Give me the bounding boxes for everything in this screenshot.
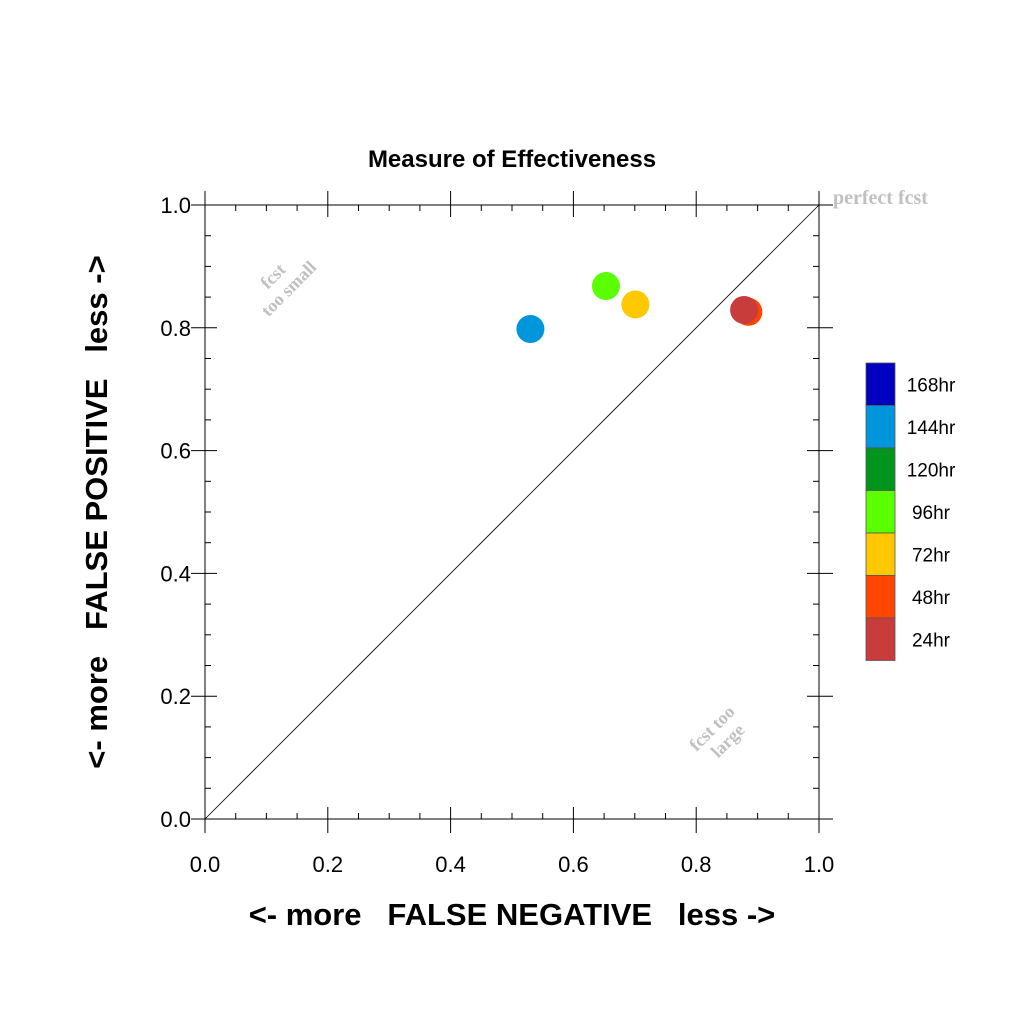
- legend-label-96hr: 96hr: [912, 503, 951, 524]
- y-tick-label: 0.6: [160, 439, 191, 464]
- legend-swatch-96hr: [865, 490, 896, 534]
- legend-label-120hr: 120hr: [907, 460, 956, 481]
- data-point-24hr: [730, 295, 759, 324]
- legend: 168hr 144hr 120hr 96hr 72hr 48hr 24hr: [865, 362, 956, 661]
- x-axis-label: <- more FALSE NEGATIVE less ->: [249, 897, 776, 932]
- legend-swatch-24hr: [865, 617, 896, 661]
- legend-label-48hr: 48hr: [912, 588, 951, 609]
- y-tick-label: 1.0: [160, 193, 191, 218]
- legend-label-72hr: 72hr: [912, 545, 951, 566]
- y-tick-label: 0.2: [160, 684, 191, 709]
- legend-label-168hr: 168hr: [907, 375, 956, 396]
- y-tick-label: 0.0: [160, 807, 191, 832]
- legend-label-144hr: 144hr: [907, 418, 956, 439]
- x-tick-label: 0.0: [190, 852, 221, 877]
- x-tick-label: 0.8: [681, 852, 712, 877]
- perfect-forecast-diagonal: [204, 204, 820, 820]
- legend-swatch-48hr: [865, 575, 896, 619]
- y-tick-label: 0.8: [160, 316, 191, 341]
- x-tick-label: 0.4: [435, 852, 466, 877]
- legend-swatch-120hr: [865, 447, 896, 491]
- legend-swatch-72hr: [865, 532, 896, 576]
- tick-labels: 0.0 0.2 0.4 0.6 0.8 1.0 0.0 0.2 0.4 0.6 0.8 1.0: [160, 193, 834, 877]
- legend-swatch-168hr: [865, 362, 896, 406]
- y-tick-label: 0.4: [160, 561, 191, 586]
- axis-ticks: [191, 191, 833, 833]
- x-tick-label: 0.2: [313, 852, 344, 877]
- data-point-72hr: [621, 290, 650, 319]
- chart-title: Measure of Effectiveness: [368, 146, 656, 173]
- legend-label-24hr: 24hr: [912, 630, 951, 651]
- data-point-96hr: [591, 272, 620, 301]
- annotation-too-large: fcst too large: [685, 698, 756, 769]
- annotation-too-small: fcst too small: [243, 243, 320, 320]
- legend-swatch-144hr: [865, 405, 896, 449]
- y-axis-label: <- more FALSE POSITIVE less ->: [79, 255, 114, 768]
- data-point-144hr: [516, 315, 545, 344]
- data-points: [516, 272, 763, 344]
- x-tick-label: 1.0: [804, 852, 835, 877]
- x-tick-label: 0.6: [558, 852, 589, 877]
- annotation-perfect-fcst: perfect fcst: [833, 187, 928, 209]
